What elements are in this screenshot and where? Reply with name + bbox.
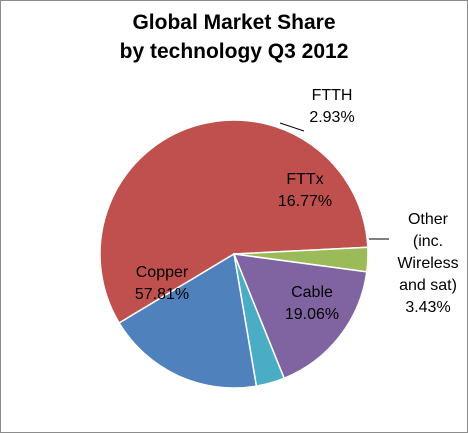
- chart-title: Global Market Share by technology Q3 201…: [0, 8, 468, 66]
- slice-value-ftth: 2.93%: [309, 109, 354, 126]
- slice-label-copper: Copper 57.81%: [135, 264, 189, 303]
- slice-name-other: Wireless: [397, 255, 458, 272]
- slice-name-cable: Cable: [291, 284, 333, 301]
- slice-label-fttx: FTTx 16.77%: [278, 171, 332, 210]
- slice-label-cable: Cable 19.06%: [285, 284, 339, 323]
- slice-name-other: and sat): [399, 277, 457, 294]
- slice-value-cable: 19.06%: [285, 306, 339, 323]
- leader-line-ftth: [279, 122, 305, 132]
- pie-slice-cable: [118, 252, 258, 389]
- pie-slice-copper: [99, 119, 369, 325]
- slice-value-fttx: 16.77%: [278, 193, 332, 210]
- slice-name-fttx: FTTx: [286, 171, 323, 188]
- slice-label-other: Other (inc. Wireless and sat) 3.43%: [397, 211, 458, 316]
- pie-slice-fttx: [232, 253, 368, 380]
- slice-value-copper: 57.81%: [135, 286, 189, 303]
- slice-label-ftth: FTTH 2.93%: [309, 87, 354, 126]
- slice-value-other: 3.43%: [405, 299, 450, 316]
- chart-title-line-1: Global Market Share: [132, 11, 336, 34]
- slice-name-copper: Copper: [136, 264, 189, 281]
- slice-name-other: (inc.: [413, 233, 443, 250]
- slice-name-ftth: FTTH: [312, 87, 353, 104]
- chart-title-line-2: by technology Q3 2012: [119, 40, 349, 63]
- slice-name-other: Other: [408, 211, 449, 228]
